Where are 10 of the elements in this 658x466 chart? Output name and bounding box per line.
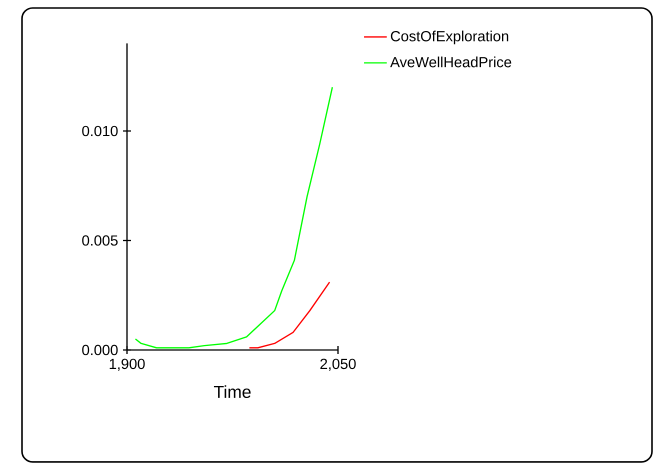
y-tick-label: 0.000 bbox=[82, 344, 118, 356]
x-tick-label: 2,050 bbox=[320, 358, 356, 371]
line-series bbox=[134, 86, 334, 348]
legend-label: AveWellHeadPrice bbox=[390, 56, 512, 68]
legend-label: CostOfExploration bbox=[390, 30, 508, 44]
y-tick-label: 0.005 bbox=[82, 235, 118, 246]
line-series bbox=[248, 281, 330, 348]
y-tick-label: 0.010 bbox=[82, 126, 118, 136]
x-axis-title: Time bbox=[214, 385, 251, 398]
x-tick-label: 1,900 bbox=[110, 358, 145, 371]
